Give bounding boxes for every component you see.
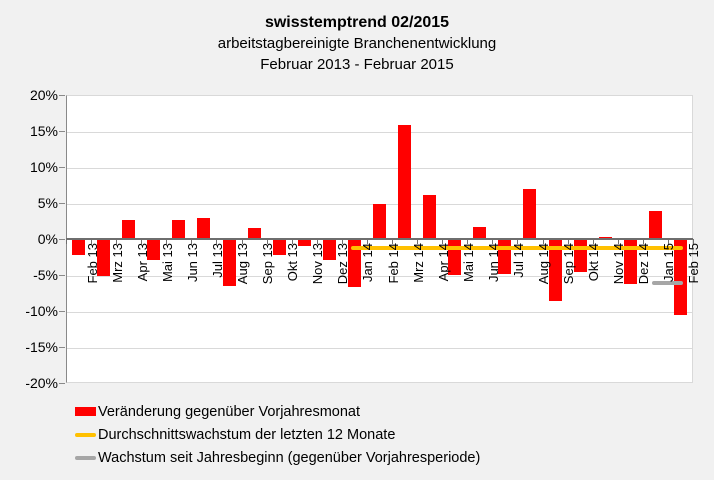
- gridline-5: [67, 204, 692, 205]
- y-axis-tick: [59, 95, 65, 96]
- legend-label: Veränderung gegenüber Vorjahresmonat: [98, 403, 360, 420]
- gridline--5: [67, 276, 692, 277]
- y-axis-tick: [59, 383, 65, 384]
- y-axis-label: -5%: [33, 267, 58, 283]
- legend-avg-line-swatch: [75, 432, 96, 437]
- gridline-15: [67, 132, 692, 133]
- y-axis-label: -15%: [25, 339, 58, 355]
- legend-label: Durchschnittswachstum der letzten 12 Mon…: [98, 426, 396, 443]
- chart-title: swisstemptrend 02/2015: [264, 14, 450, 31]
- y-axis-label: 5%: [37, 195, 58, 211]
- legend-ytd-line-swatch: [75, 455, 96, 460]
- y-axis-label: 10%: [29, 159, 58, 175]
- legend-item: Wachstum seit Jahresbeginn (gegenüber Vo…: [75, 446, 480, 469]
- legend: Veränderung gegenüber Vorjahresmonat Durc…: [75, 400, 480, 469]
- y-axis-label: 20%: [29, 87, 58, 103]
- y-axis-label: -20%: [25, 375, 58, 391]
- chart-title-block: swisstemptrend 02/2015 arbeitstagbereini…: [0, 12, 714, 75]
- plot-area: [66, 95, 693, 383]
- y-axis-tick: [59, 203, 65, 204]
- gridline--15: [67, 348, 692, 349]
- y-axis-tick: [59, 239, 65, 240]
- y-axis-label: 15%: [29, 123, 58, 139]
- chart-subtitle-2: Februar 2013 - Februar 2015: [260, 56, 454, 73]
- legend-label: Wachstum seit Jahresbeginn (gegenüber Vo…: [98, 449, 481, 466]
- chart-subtitle-1: arbeitstagbereinigte Branchenentwicklung: [217, 35, 497, 52]
- y-axis-tick: [59, 347, 65, 348]
- gridline-10: [67, 168, 692, 169]
- gridline--10: [67, 312, 692, 313]
- y-axis-tick: [59, 275, 65, 276]
- y-axis-label: -10%: [25, 303, 58, 319]
- legend-bar-swatch: [75, 407, 96, 416]
- y-axis-tick: [59, 131, 65, 132]
- y-axis-tick: [59, 167, 65, 168]
- y-axis-tick: [59, 311, 65, 312]
- y-axis-label: 0%: [37, 231, 58, 247]
- x-axis-tick: [693, 239, 694, 244]
- legend-item: Veränderung gegenüber Vorjahresmonat: [75, 400, 480, 423]
- legend-item: Durchschnittswachstum der letzten 12 Mon…: [75, 423, 480, 446]
